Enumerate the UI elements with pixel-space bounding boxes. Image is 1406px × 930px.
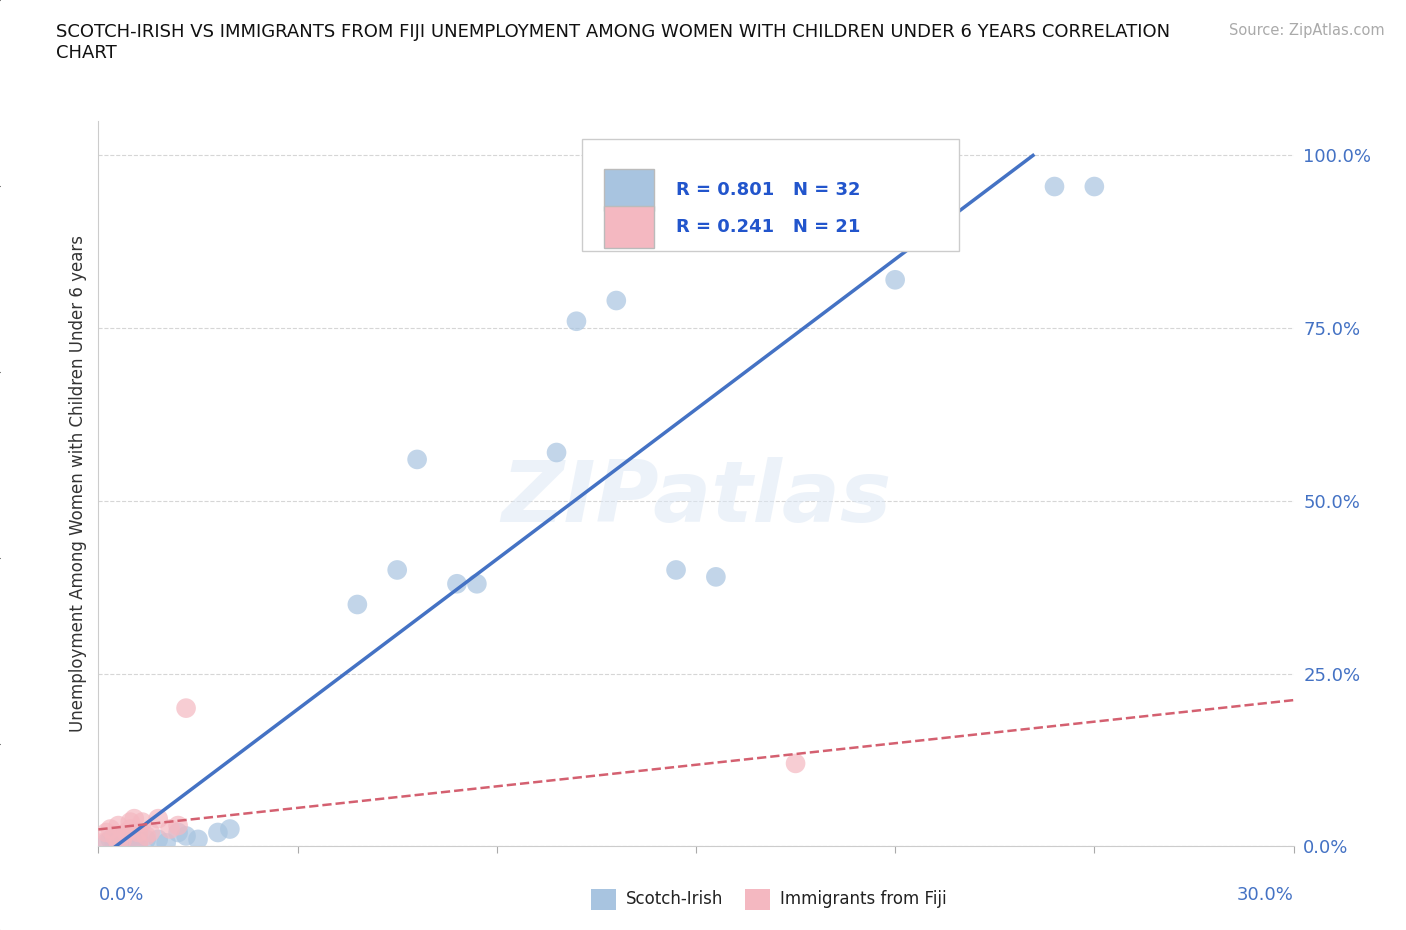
Point xyxy=(446,577,468,591)
Point xyxy=(704,569,727,584)
Point xyxy=(127,835,149,850)
Point xyxy=(98,821,122,836)
Y-axis label: Unemployment Among Women with Children Under 6 years: Unemployment Among Women with Children U… xyxy=(69,235,87,732)
Point xyxy=(884,272,907,287)
Point xyxy=(91,835,114,850)
FancyBboxPatch shape xyxy=(605,168,654,211)
Text: R = 0.801   N = 32: R = 0.801 N = 32 xyxy=(676,180,860,199)
Point xyxy=(107,818,129,833)
Point xyxy=(565,313,588,328)
Point xyxy=(127,829,149,844)
Point xyxy=(187,832,209,847)
Point xyxy=(107,835,129,850)
Text: Scotch-Irish: Scotch-Irish xyxy=(626,890,723,909)
Point xyxy=(135,832,157,847)
FancyBboxPatch shape xyxy=(605,206,654,247)
Point xyxy=(155,835,177,850)
Point xyxy=(824,182,846,197)
Text: 0.0%: 0.0% xyxy=(98,886,143,904)
Point xyxy=(107,832,129,847)
Point xyxy=(120,832,142,847)
Text: ZIPatlas: ZIPatlas xyxy=(501,457,891,539)
Point xyxy=(148,832,170,847)
FancyBboxPatch shape xyxy=(745,889,770,910)
Point xyxy=(127,835,149,850)
Point xyxy=(605,293,627,308)
Point xyxy=(139,825,162,840)
Point xyxy=(406,452,429,467)
Point xyxy=(135,829,157,844)
Point xyxy=(174,829,197,844)
Text: R = 0.241   N = 21: R = 0.241 N = 21 xyxy=(676,218,860,235)
Point xyxy=(148,811,170,826)
Point xyxy=(111,832,134,847)
Point xyxy=(120,815,142,830)
Point xyxy=(665,563,688,578)
Point xyxy=(124,811,146,826)
Point xyxy=(465,577,488,591)
Text: Source: ZipAtlas.com: Source: ZipAtlas.com xyxy=(1229,23,1385,38)
Point xyxy=(785,756,807,771)
Point xyxy=(111,829,134,844)
Point xyxy=(127,825,149,840)
Point xyxy=(219,821,242,836)
Point xyxy=(96,825,118,840)
Text: 30.0%: 30.0% xyxy=(1237,886,1294,904)
FancyBboxPatch shape xyxy=(582,139,959,251)
Text: Immigrants from Fiji: Immigrants from Fiji xyxy=(780,890,948,909)
Text: SCOTCH-IRISH VS IMMIGRANTS FROM FIJI UNEMPLOYMENT AMONG WOMEN WITH CHILDREN UNDE: SCOTCH-IRISH VS IMMIGRANTS FROM FIJI UNE… xyxy=(56,23,1170,62)
FancyBboxPatch shape xyxy=(591,889,616,910)
Point xyxy=(167,818,190,833)
Point xyxy=(115,825,138,840)
Point xyxy=(174,700,197,715)
Point xyxy=(385,563,409,578)
Point xyxy=(96,835,118,850)
Point xyxy=(115,835,138,850)
Point xyxy=(159,821,181,836)
Point xyxy=(131,815,153,830)
Point xyxy=(546,445,568,460)
Point xyxy=(103,835,125,850)
Point xyxy=(1083,179,1105,194)
Point xyxy=(120,821,142,836)
Point xyxy=(98,832,122,847)
Point xyxy=(346,597,368,612)
Point xyxy=(1043,179,1066,194)
Point xyxy=(207,825,229,840)
Point xyxy=(167,825,190,840)
Point xyxy=(103,829,125,844)
Point xyxy=(107,835,129,850)
